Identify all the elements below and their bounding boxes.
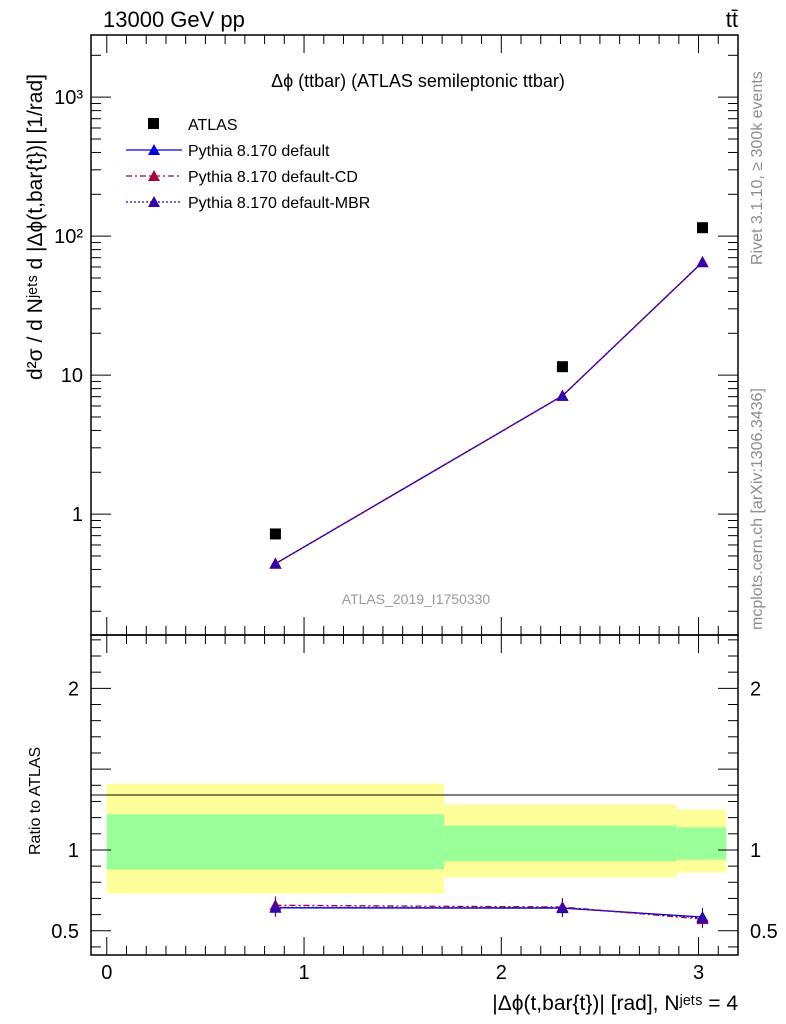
legend-label: Pythia 8.170 default-CD: [188, 169, 358, 186]
ratio-y-tick-label-right: 1: [750, 840, 761, 862]
main-panel: 1 10 10² 10³ Δϕ (ttbar) (ATLAS semileptonic…: [24, 34, 739, 636]
ratio-y-tick-label: 0.5: [51, 921, 79, 943]
ratio-series-line: [275, 906, 703, 919]
series-line: [275, 261, 703, 565]
watermark: ATLAS_2019_I1750330: [342, 591, 491, 607]
series-pythia-8-170-default-mbr: [275, 261, 703, 565]
header-right: tt̄: [726, 7, 738, 32]
legend: ATLAS Pythia 8.170 default Pythia 8.170 de…: [126, 117, 370, 212]
series-pythia-8-170-default: [275, 261, 703, 565]
ratio-point: [696, 911, 709, 923]
data-point-mc: [696, 256, 709, 268]
x-tick-label: 0: [101, 962, 112, 984]
data-point-atlas: [556, 361, 568, 373]
series-pythia-8-170-default-cd: [275, 261, 703, 565]
main-y-tick-label: 10: [61, 365, 83, 387]
x-tick-label: 2: [496, 962, 507, 984]
main-y-tick-label: 10³: [54, 87, 83, 109]
mcplots-label: mcplots.cern.ch [arXiv:1306.3436]: [749, 388, 766, 630]
series-line: [275, 261, 703, 565]
legend-label: Pythia 8.170 default: [188, 143, 330, 160]
legend-marker: [148, 170, 160, 181]
ratio-point: [556, 901, 569, 913]
inner-uncertainty-band: [444, 825, 677, 862]
main-y-axis-label: d²σ / d Nʲᵉᵗˢ d |Δϕ(t,bar{t})| [1/rad]: [24, 74, 47, 380]
ratio-series-line: [275, 907, 703, 918]
data-point-atlas: [269, 528, 281, 540]
data-point-atlas: [696, 222, 708, 234]
series-line: [275, 261, 703, 565]
ratio-point: [269, 901, 282, 913]
main-y-tick-label: 1: [72, 504, 83, 526]
header-left: 13000 GeV pp: [103, 7, 245, 32]
ratio-uncertainty-bands: [106, 783, 727, 894]
ratio-y-tick-label-right: 0.5: [750, 921, 778, 943]
rivet-label: Rivet 3.1.10, ≥ 300k events: [749, 71, 766, 265]
legend-marker: [148, 144, 160, 155]
legend-marker: [148, 118, 159, 129]
ratio-y-tick-label: 1: [68, 840, 79, 862]
main-axis-ticks: 1 10 10² 10³: [54, 35, 739, 635]
inner-uncertainty-band: [676, 827, 727, 860]
ratio-panel: 0.5 0.5 1 1 2 2 0 1 2 3 Ratio to ATLAS |Δϕ(t,bar{…: [27, 634, 778, 1015]
ratio-y-tick-label: 2: [68, 678, 79, 700]
ratio-y-tick-label-right: 2: [750, 678, 761, 700]
x-axis-label: |Δϕ(t,bar{t})| [rad], Nʲᵉᵗˢ = 4: [492, 992, 738, 1015]
data-point-mc: [269, 557, 282, 569]
x-tick-label: 3: [693, 962, 704, 984]
ratio-y-axis-label: Ratio to ATLAS: [27, 747, 44, 855]
legend-marker: [148, 196, 160, 207]
ratio-frame: [90, 634, 739, 956]
x-tick-label: 1: [298, 962, 309, 984]
inner-uncertainty-band: [106, 814, 445, 870]
legend-label: Pythia 8.170 default-MBR: [188, 195, 370, 212]
legend-label: ATLAS: [188, 117, 238, 134]
data-point-mc: [556, 389, 569, 401]
main-title: Δϕ (ttbar) (ATLAS semileptonic ttbar): [271, 71, 565, 91]
main-y-tick-label: 10²: [54, 226, 83, 248]
